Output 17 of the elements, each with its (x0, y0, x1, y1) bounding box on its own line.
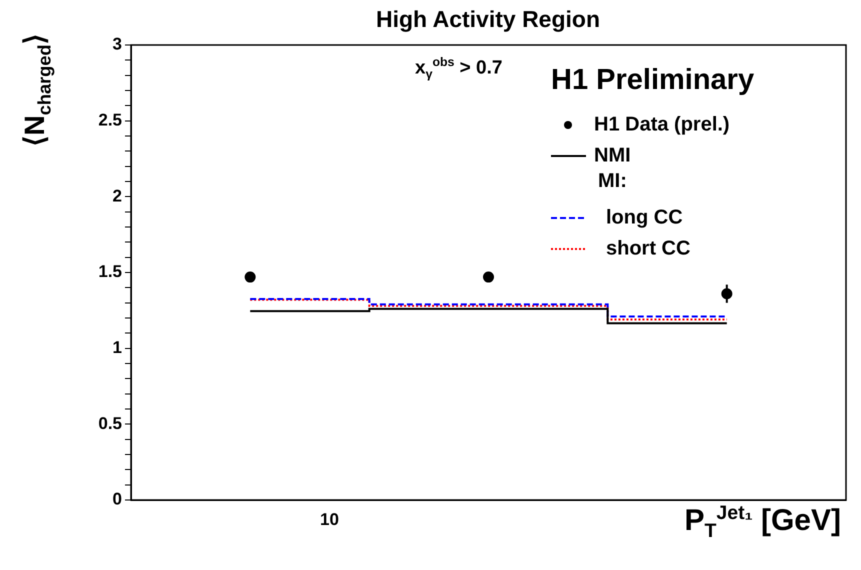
legend-label: NMI (594, 144, 631, 167)
y-tick-label: 2 (112, 186, 122, 206)
y-tick-label: 0 (112, 490, 122, 509)
y-tick-label: 1.5 (98, 262, 122, 282)
y-tick-label: 0.5 (98, 414, 122, 433)
annotation: MI: (598, 170, 627, 193)
y-tick-label: 2.5 (98, 110, 122, 130)
legend-label: short CC (606, 238, 690, 260)
legend-title: H1 Preliminary (551, 64, 754, 96)
legend-label: H1 Data (prel.) (594, 114, 730, 136)
chart-title: High Activity Region (374, 6, 602, 33)
x-axis-title: P$_{T}$$^{Jet₁}$ [GeV] (684, 502, 841, 543)
legend-label: long CC (606, 206, 683, 229)
annotation: x$_{γ}$$^{obs}$ > 0.7 (415, 55, 502, 82)
y-tick-label: 3 (112, 34, 122, 54)
y-tick-label: 1 (112, 338, 122, 358)
text: 10 (320, 510, 339, 530)
